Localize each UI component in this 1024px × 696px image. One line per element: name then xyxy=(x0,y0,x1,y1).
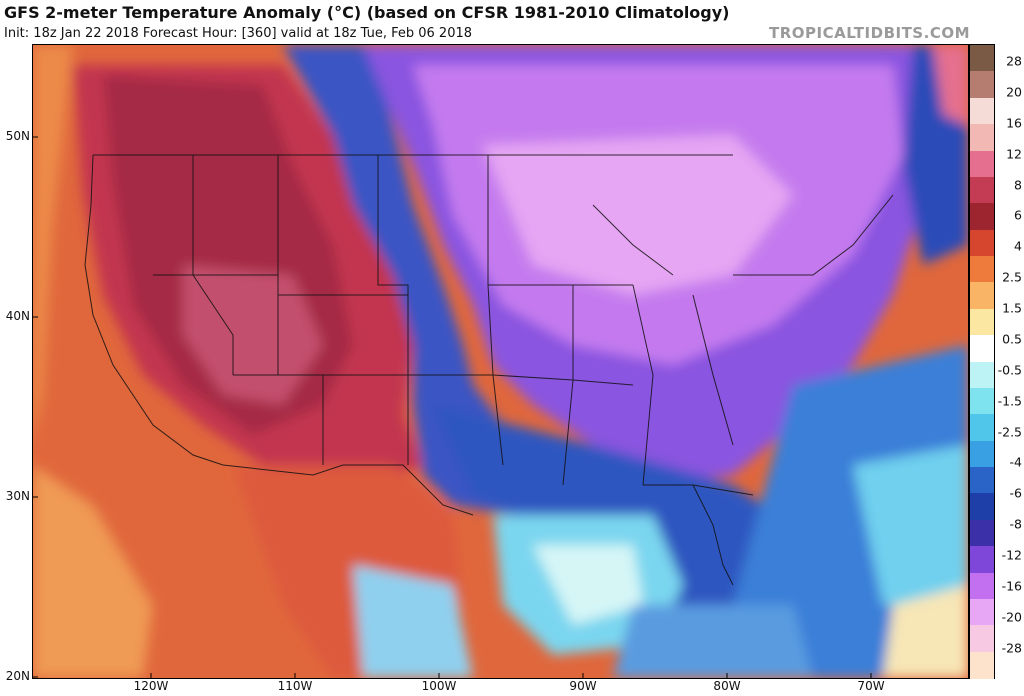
color-scale-cell xyxy=(970,361,994,389)
lon-label-70w: 70W xyxy=(857,679,885,693)
color-scale-label: -4 xyxy=(1009,454,1022,470)
lat-label-20n: 20N xyxy=(5,669,30,683)
color-scale-label: 6 xyxy=(1014,207,1022,223)
color-scale-cell xyxy=(970,335,994,362)
color-scale-label: 8 xyxy=(1014,177,1022,192)
temperature-anomaly-map xyxy=(32,44,969,679)
color-scale-label: -28 xyxy=(1001,640,1022,656)
color-scale-cell xyxy=(970,414,994,442)
color-scale-cell xyxy=(970,256,994,283)
color-scale-cell xyxy=(970,625,994,653)
color-scale-label: 16 xyxy=(1006,115,1022,131)
color-scale-label: 20 xyxy=(1006,84,1022,100)
color-scale-cell xyxy=(970,546,994,573)
color-scale-cell xyxy=(970,387,994,415)
color-scale-cell xyxy=(970,71,994,99)
color-scale-cell xyxy=(970,203,994,231)
color-scale-cell xyxy=(970,282,994,310)
color-scale-cell xyxy=(970,229,994,257)
lat-label-40n: 40N xyxy=(5,309,30,323)
brand-watermark: TROPICALTIDBITS.COM xyxy=(769,24,970,42)
color-scale-label: -8 xyxy=(1009,516,1022,532)
lon-label-100w: 100W xyxy=(421,679,457,693)
lon-label-120w: 120W xyxy=(133,679,169,693)
map-subtitle: Init: 18z Jan 22 2018 Forecast Hour: [36… xyxy=(4,26,473,41)
lat-label-50n: 50N xyxy=(5,129,30,143)
color-scale-cell xyxy=(970,440,994,468)
color-scale-label: -1.5 xyxy=(997,393,1022,409)
color-scale-cell xyxy=(970,150,994,178)
color-scale-cell xyxy=(970,176,994,204)
color-scale-cell xyxy=(970,572,994,600)
color-scale-label: -20 xyxy=(1001,609,1022,625)
map-title: GFS 2-meter Temperature Anomaly (°C) (ba… xyxy=(4,3,730,22)
color-scale-cell xyxy=(970,467,994,494)
color-scale-label: 4 xyxy=(1014,238,1022,254)
color-scale-cell xyxy=(970,97,994,125)
lon-label-110w: 110W xyxy=(277,679,313,693)
color-scale-label: -6 xyxy=(1009,485,1022,501)
color-scale-label: 28 xyxy=(1006,53,1022,69)
color-scale-label: -2.5 xyxy=(997,424,1022,440)
color-scale-label: -16 xyxy=(1001,578,1022,594)
lat-label-30n: 30N xyxy=(5,489,30,503)
color-scale-cell xyxy=(970,598,994,626)
color-scale-label: 1.5 xyxy=(1002,300,1022,316)
lon-label-80w: 80W xyxy=(713,679,741,693)
color-scale-label: 2.5 xyxy=(1002,269,1022,285)
color-scale-cell xyxy=(970,519,994,547)
color-scale-bar xyxy=(969,44,995,679)
color-scale-cell xyxy=(970,124,994,151)
color-scale-label: 12 xyxy=(1006,146,1022,162)
color-scale-label: -0.5 xyxy=(997,362,1022,378)
color-scale-cell xyxy=(970,308,994,336)
color-scale-cell xyxy=(970,651,994,679)
color-scale-cell xyxy=(970,45,994,72)
color-scale-label: -12 xyxy=(1001,547,1022,563)
color-scale-label: 0.5 xyxy=(1002,331,1022,347)
color-scale-cell xyxy=(970,493,994,521)
lon-label-90w: 90W xyxy=(569,679,597,693)
